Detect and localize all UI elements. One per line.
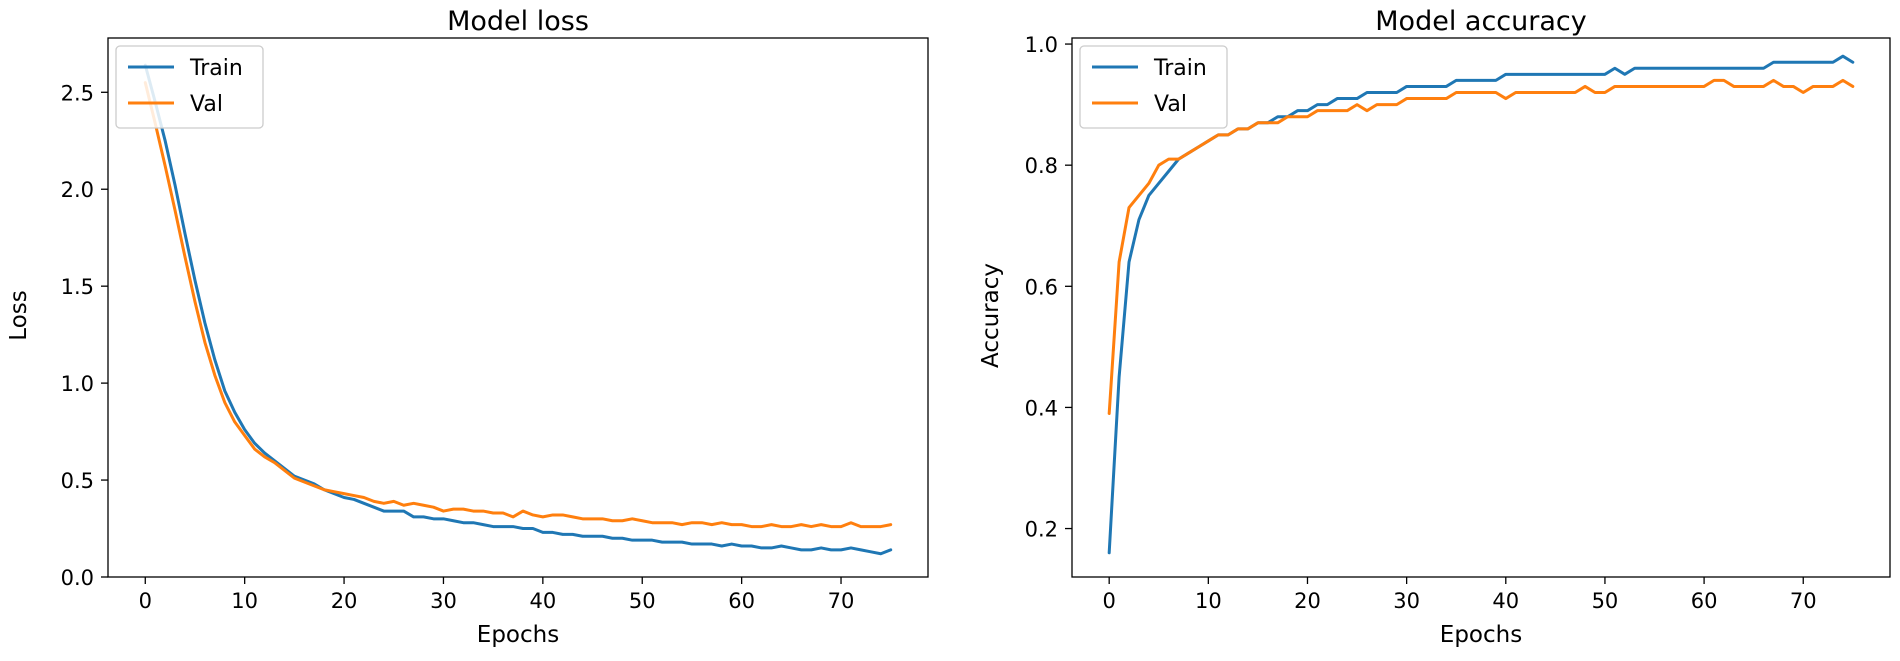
y-tick-label: 2.5 — [61, 81, 94, 105]
series-line-val — [143, 81, 893, 529]
x-tick-label: 10 — [231, 589, 258, 613]
y-tick-label: 1.0 — [61, 372, 94, 396]
x-tick-label: 30 — [1393, 589, 1420, 613]
legend-label-train: Train — [1153, 56, 1207, 81]
legend-label-val: Val — [1154, 92, 1187, 117]
y-axis-label: Loss — [6, 290, 32, 340]
x-tick-label: 60 — [1691, 589, 1718, 613]
y-tick-label: 0.2 — [1025, 518, 1058, 542]
y-tick-label: 0.8 — [1025, 154, 1058, 178]
x-tick-label: 20 — [331, 589, 358, 613]
series-line-train — [143, 63, 893, 556]
x-tick-label: 10 — [1195, 589, 1222, 613]
x-tick-label: 30 — [430, 589, 457, 613]
accuracy-chart: 0 10 20 30 40 50 60 70 0.2 0.4 0.6 0.8 1.0 Model accu… — [978, 6, 1891, 648]
x-tick-label: 70 — [828, 589, 855, 613]
x-axis-label: Epochs — [1440, 622, 1522, 648]
x-tick-label: 40 — [1492, 589, 1519, 613]
x-tick-label: 60 — [728, 589, 755, 613]
plot-frame — [107, 37, 929, 578]
y-tick-label: 0.5 — [61, 469, 94, 493]
y-tick-label: 0.6 — [1025, 275, 1058, 299]
x-tick-label: 0 — [1102, 589, 1115, 613]
y-tick-label: 2.0 — [61, 178, 94, 202]
loss-chart: 0 10 20 30 40 50 60 70 0.0 0.5 1.0 1.5 2.0 2.5 Model l… — [6, 6, 929, 648]
x-tick-label: 40 — [529, 589, 556, 613]
x-tick-label: 50 — [629, 589, 656, 613]
x-tick-label: 50 — [1592, 589, 1619, 613]
plot-frame — [1071, 37, 1891, 578]
x-tick-label: 0 — [139, 589, 152, 613]
x-tick-label: 70 — [1790, 589, 1817, 613]
x-axis-label: Epochs — [477, 622, 559, 648]
legend-label-train: Train — [189, 56, 243, 81]
chart-title: Model loss — [447, 6, 589, 37]
y-tick-label: 1.0 — [1025, 33, 1058, 57]
y-axis-label: Accuracy — [978, 263, 1004, 368]
legend-label-val: Val — [190, 92, 223, 117]
series-line-train — [1107, 54, 1855, 555]
y-tick-label: 0.0 — [61, 566, 94, 590]
series-line-val — [1107, 78, 1855, 415]
y-tick-label: 1.5 — [61, 275, 94, 299]
chart-title: Model accuracy — [1375, 6, 1586, 37]
x-tick-label: 20 — [1294, 589, 1321, 613]
y-tick-label: 0.4 — [1025, 396, 1058, 420]
